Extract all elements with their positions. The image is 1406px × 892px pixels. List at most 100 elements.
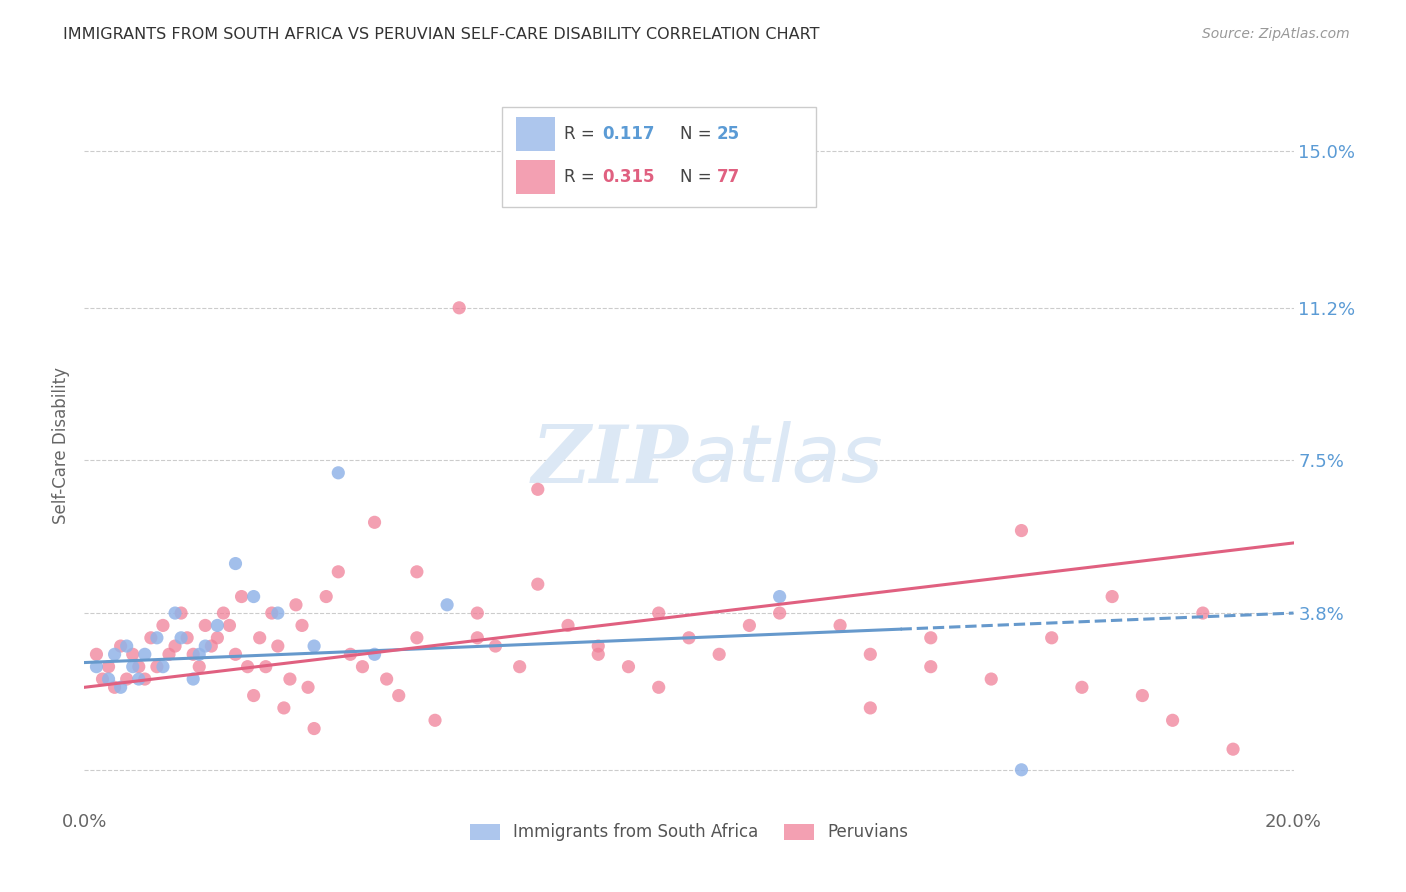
Point (152, 618, 174, 632)
Point (527, 577, 550, 591)
Point (588, 639, 610, 653)
Point (467, 606, 489, 620)
Point (86, 659, 108, 673)
Point (315, 590, 337, 604)
Bar (516, 160, 555, 194)
Point (1222, 742, 1244, 756)
Text: R =: R = (564, 125, 600, 143)
Point (859, 701, 882, 715)
Point (509, 659, 531, 673)
Point (423, 714, 446, 728)
Point (146, 659, 169, 673)
Y-axis label: Self-Care Disability: Self-Care Disability (52, 368, 70, 524)
Point (291, 618, 314, 632)
Point (267, 606, 290, 620)
Point (121, 648, 143, 662)
Text: 25: 25 (717, 125, 740, 143)
Point (86, 648, 108, 662)
Point (242, 590, 264, 604)
Point (980, 672, 1002, 686)
Point (157, 648, 180, 662)
Point (302, 722, 325, 736)
Point (97, 659, 120, 673)
Point (617, 659, 640, 673)
Point (527, 483, 550, 497)
Bar (502, 107, 815, 207)
Text: ZIP: ZIP (531, 422, 689, 499)
Point (302, 639, 325, 653)
Point (285, 598, 308, 612)
Point (769, 590, 792, 604)
Point (188, 648, 211, 662)
Point (449, 301, 471, 315)
Point (194, 618, 217, 632)
Point (139, 631, 162, 645)
Point (769, 606, 792, 620)
Legend: Immigrants from South Africa, Peruvians: Immigrants from South Africa, Peruvians (464, 817, 914, 848)
Point (375, 672, 398, 686)
Point (194, 639, 217, 653)
Point (859, 648, 882, 662)
Point (231, 590, 253, 604)
Point (104, 648, 127, 662)
Point (97, 672, 120, 686)
Point (207, 631, 229, 645)
Point (1071, 681, 1094, 695)
Point (267, 639, 290, 653)
Point (588, 648, 610, 662)
Point (260, 606, 283, 620)
Point (920, 631, 942, 645)
Point (236, 659, 259, 673)
Point (648, 606, 671, 620)
Text: 0.117: 0.117 (602, 125, 654, 143)
Point (104, 681, 127, 695)
Point (181, 648, 204, 662)
Point (830, 618, 852, 632)
Point (406, 631, 429, 645)
Text: 77: 77 (717, 168, 740, 186)
Text: atlas: atlas (689, 421, 884, 500)
Point (181, 672, 204, 686)
Point (436, 598, 458, 612)
Point (328, 466, 350, 480)
Point (134, 648, 156, 662)
Point (278, 672, 301, 686)
Point (110, 639, 132, 653)
Point (242, 689, 264, 703)
Point (1130, 689, 1153, 703)
Point (146, 631, 169, 645)
Point (207, 618, 229, 632)
Point (557, 618, 579, 632)
Point (352, 659, 374, 673)
Point (170, 606, 193, 620)
Point (648, 681, 671, 695)
Text: N =: N = (681, 168, 717, 186)
Point (709, 648, 731, 662)
Point (1040, 631, 1063, 645)
Point (339, 648, 361, 662)
Point (1101, 590, 1123, 604)
Point (225, 557, 247, 571)
Point (388, 689, 411, 703)
Point (128, 672, 150, 686)
Point (188, 659, 211, 673)
Point (484, 639, 506, 653)
Text: R =: R = (564, 168, 600, 186)
Point (249, 631, 271, 645)
Bar (516, 117, 555, 152)
Point (363, 516, 385, 530)
Point (738, 618, 761, 632)
Point (273, 701, 295, 715)
Point (121, 659, 143, 673)
Point (1161, 714, 1184, 728)
Point (1011, 524, 1033, 538)
Point (920, 659, 942, 673)
Point (328, 565, 350, 579)
Point (799, 144, 821, 158)
Point (1011, 763, 1033, 777)
Point (254, 659, 277, 673)
Point (165, 639, 187, 653)
Point (297, 681, 319, 695)
Point (225, 648, 247, 662)
Point (128, 659, 150, 673)
